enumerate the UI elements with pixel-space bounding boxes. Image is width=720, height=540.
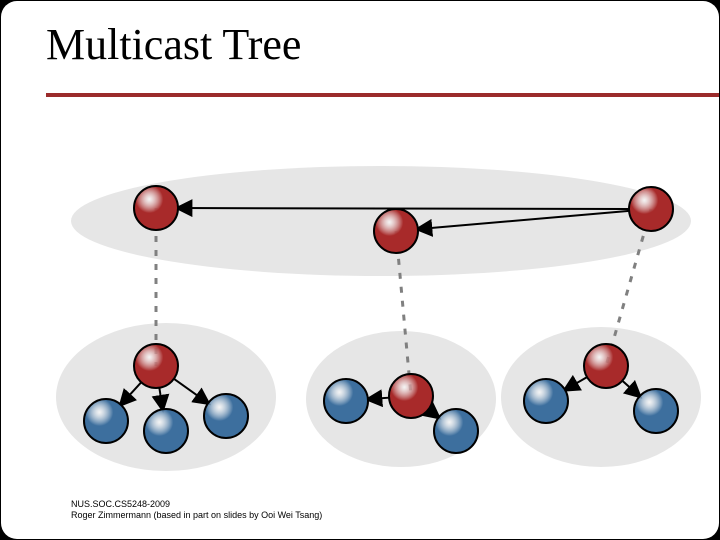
slide-title: Multicast Tree [46, 19, 301, 70]
node-t2 [374, 209, 418, 253]
footer-line-1: NUS.SOC.CS5248-2009 [71, 499, 322, 510]
title-rule [46, 93, 719, 97]
node-b3r [584, 344, 628, 388]
multicast-tree-diagram [1, 101, 720, 501]
node-b1c [204, 394, 248, 438]
node-b3b [634, 389, 678, 433]
footer-line-2: Roger Zimmermann (based in part on slide… [71, 510, 322, 521]
node-b2a [324, 379, 368, 423]
node-b3a [524, 379, 568, 423]
node-b2b [434, 409, 478, 453]
slide-footer: NUS.SOC.CS5248-2009 Roger Zimmermann (ba… [71, 499, 322, 522]
node-t1 [134, 186, 178, 230]
solid-edge [178, 208, 629, 209]
node-b1a [84, 399, 128, 443]
node-b2r [389, 374, 433, 418]
node-t3 [629, 187, 673, 231]
node-b1b [144, 409, 188, 453]
node-b1r [134, 344, 178, 388]
